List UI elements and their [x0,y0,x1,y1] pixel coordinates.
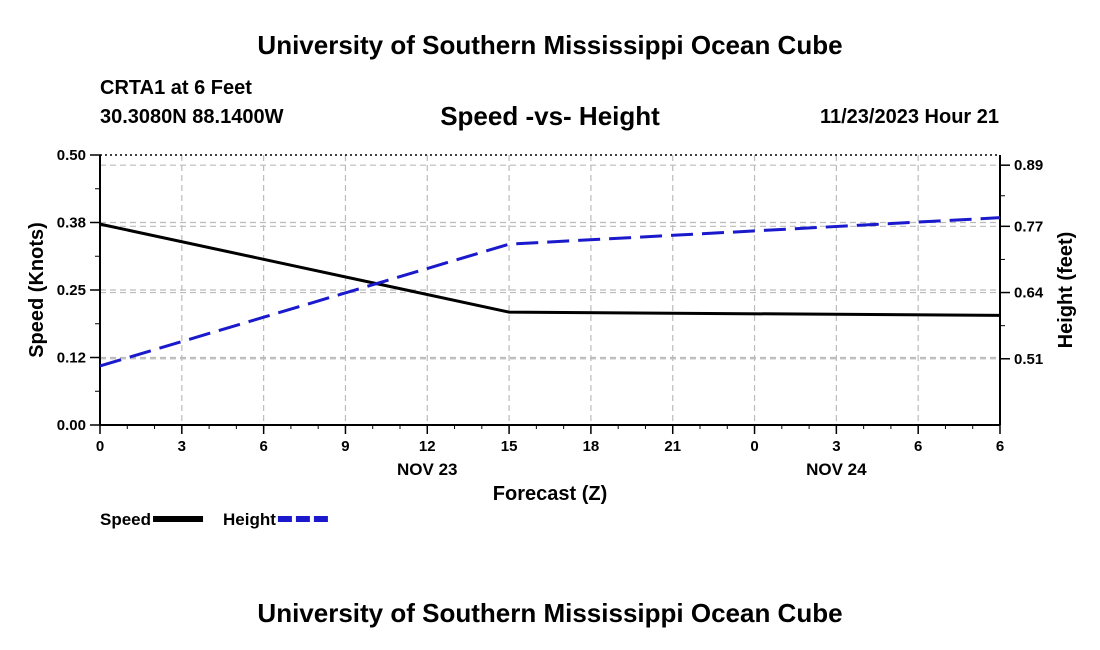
y2-tick-label: 0.51 [1014,351,1043,368]
y2-tick-label: 0.89 [1014,157,1043,174]
x-tick-label: 15 [501,438,518,455]
x-date-label: NOV 23 [397,460,457,479]
legend-label: Height [223,510,276,529]
x-tick-label: 6 [914,438,922,455]
x-tick-label: 0 [750,438,758,455]
series-line-speed [99,222,1001,317]
x-tick-label: 0 [96,438,104,455]
y-axis-title: Speed (Knots) [26,222,48,358]
x-date-label: NOV 24 [806,460,867,479]
x-tick-label: 18 [583,438,600,455]
chart-title: Speed -vs- Height [440,101,660,131]
page-title: University of Southern Mississippi Ocean… [257,30,843,60]
forecast-datetime: 11/23/2023 Hour 21 [819,106,999,128]
legend-label: Speed [100,510,151,529]
y-tick-label: 0.00 [57,417,86,434]
y2-tick-label: 0.64 [1014,285,1044,302]
x-tick-label: 3 [832,438,840,455]
footer-title: University of Southern Mississippi Ocean… [257,598,843,628]
y-tick-label: 0.25 [57,282,86,299]
x-tick-label: 9 [341,438,349,455]
station-coordinates: 30.3080N 88.1400W [100,106,284,128]
x-tick-label: 6 [259,438,267,455]
y-tick-label: 0.12 [57,350,86,367]
y-tick-label: 0.50 [57,147,86,164]
x-tick-label: 3 [178,438,186,455]
series-line-height [99,216,1001,368]
x-tick-label: 6 [996,438,1004,455]
y2-tick-label: 0.77 [1014,218,1043,235]
x-tick-label: 21 [664,438,681,455]
x-tick-label: 12 [419,438,436,455]
y2-axis-title: Height (feet) [1055,232,1077,349]
speed-height-chart: 0 3 6 9 12 15 18 21 0 3 6 6 NOV 23 NOV 24 Forecast (Z)… [26,147,1077,529]
station-label: CRTA1 at 6 Feet [100,77,252,99]
y-tick-label: 0.38 [57,215,86,232]
x-axis-title: Forecast (Z) [493,483,607,505]
